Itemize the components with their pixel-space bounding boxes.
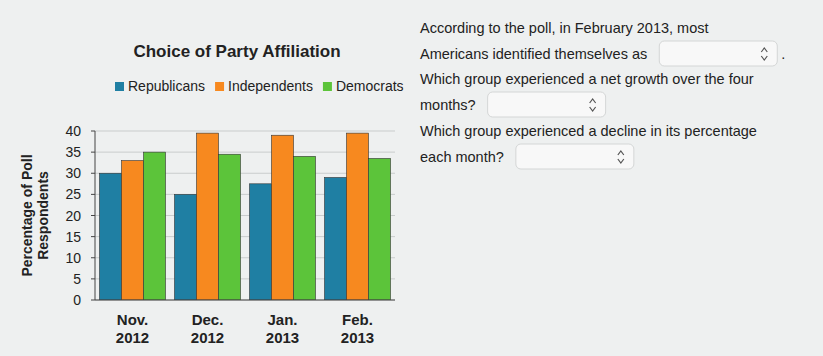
legend-label: Republicans: [128, 78, 205, 94]
bar: [144, 152, 166, 300]
dropdown-arrow: [618, 151, 624, 163]
x-tick-label: Dec.: [192, 311, 224, 328]
tick-mark: [91, 194, 95, 195]
tick-mark: [91, 236, 95, 237]
y-tick-label: 40: [65, 123, 81, 139]
bar: [325, 177, 347, 300]
title: Choice of Party Affiliation: [133, 42, 340, 61]
question-text: months?: [420, 97, 476, 113]
y-tick-label: 20: [65, 208, 81, 224]
dropdown-arrow: [590, 99, 596, 111]
y-axis-label: Percentage of Poll: [19, 154, 35, 276]
bar: [250, 184, 272, 300]
tick-mark: [91, 257, 95, 258]
y-tick-label: 5: [73, 271, 81, 287]
y-axis: [95, 131, 96, 300]
x-tick-label: Feb.: [342, 311, 373, 328]
x-tick-label: 2012: [191, 329, 224, 346]
tick-mark: [91, 131, 95, 132]
x-tick-label: 2013: [341, 329, 374, 346]
x-axis: [95, 300, 395, 301]
grid-line: [95, 131, 395, 132]
bar: [347, 133, 369, 300]
bar: [175, 194, 197, 300]
tick-mark: [91, 278, 95, 279]
question-text: Which group experienced a decline in its…: [420, 123, 757, 139]
x-tick-label: Nov.: [117, 311, 148, 328]
y-tick-label: 35: [65, 144, 81, 160]
tick-mark: [91, 173, 95, 174]
question-text: Americans identified themselves as: [420, 46, 647, 62]
page: Choice of Party Affiliation Republicans In…: [0, 0, 823, 356]
dropdown[interactable]: [516, 144, 634, 169]
bar: [272, 135, 294, 300]
legend-swatch: [215, 82, 224, 91]
legend-label: Independents: [228, 78, 313, 94]
y-tick-label: 25: [65, 186, 81, 202]
tick-mark: [91, 215, 95, 216]
x-tick-label: 2013: [266, 329, 299, 346]
dropdown[interactable]: [488, 92, 606, 117]
bar: [294, 156, 316, 300]
x-tick-label: 2012: [116, 329, 149, 346]
bar: [100, 173, 122, 300]
question-text: each month?: [420, 149, 504, 165]
question-text: According to the poll, in February 2013,…: [420, 20, 709, 36]
legend-label: Democrats: [336, 78, 404, 94]
bar: [369, 158, 391, 300]
bar: [197, 133, 219, 300]
dropdown[interactable]: [659, 41, 777, 66]
tick-mark: [91, 300, 95, 301]
y-tick-label: 30: [65, 165, 81, 181]
y-tick-label: 10: [65, 250, 81, 266]
question-text: .: [781, 46, 785, 62]
y-tick-label: 0: [73, 292, 81, 308]
bar: [122, 161, 144, 300]
bars: [100, 133, 391, 300]
legend-swatch: [115, 82, 124, 91]
y-tick-label: 15: [65, 229, 81, 245]
legend-swatch: [323, 82, 332, 91]
tick-mark: [91, 152, 95, 153]
bar: [219, 154, 241, 300]
x-tick-label: Jan.: [267, 311, 297, 328]
y-axis-label: Respondents: [35, 171, 51, 260]
question-text: Which group experienced a net growth ove…: [420, 71, 754, 87]
dropdown-arrow: [761, 48, 767, 60]
grid-line: [95, 300, 395, 301]
